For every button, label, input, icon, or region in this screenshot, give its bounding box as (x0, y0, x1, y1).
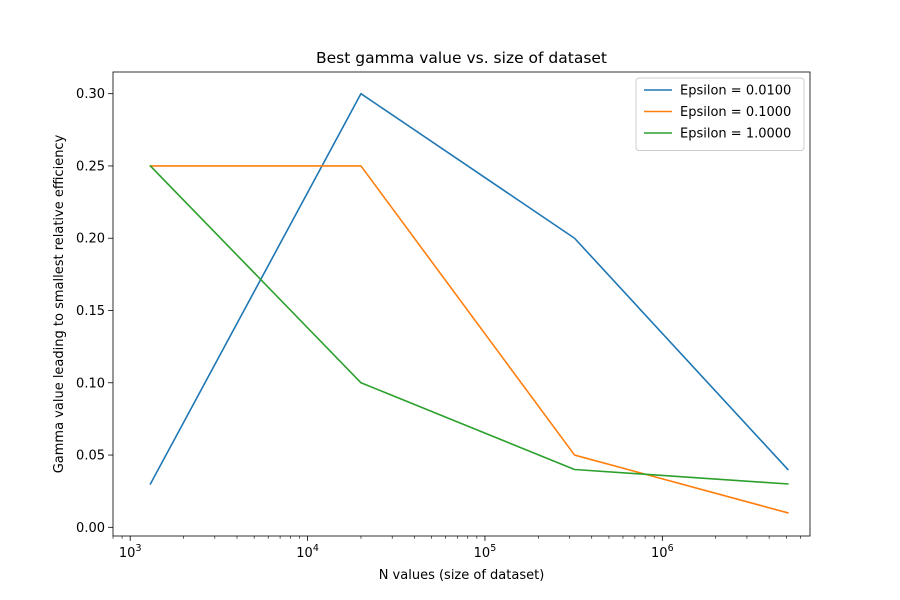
x-tick-label: 103 (119, 543, 142, 561)
legend-entry-3: Epsilon = 1.0000 (680, 127, 791, 142)
chart-title: Best gamma value vs. size of dataset (316, 49, 607, 67)
y-tick-label: 0.30 (76, 87, 105, 102)
legend: Epsilon = 0.0100 Epsilon = 0.1000 Epsilon … (635, 77, 805, 151)
legend-entry-1: Epsilon = 0.0100 (680, 84, 791, 99)
series-line-3 (149, 164, 789, 485)
y-axis: 0.00 0.05 0.10 0.15 0.20 0.25 0.30 (76, 87, 113, 536)
y-axis-label: Gamma value leading to smallest relative… (52, 134, 67, 473)
y-tick-label: 0.15 (76, 304, 105, 319)
x-axis: 103 104 105 106 (112, 536, 801, 561)
axes-frame (112, 71, 811, 537)
series-line-2 (149, 165, 789, 514)
x-tick-label: 104 (296, 543, 319, 561)
y-tick-label: 0.10 (76, 376, 105, 391)
legend-entry-2: Epsilon = 0.1000 (680, 105, 791, 120)
legend-box (635, 77, 805, 151)
x-tick-label: 106 (651, 543, 674, 561)
y-tick-label: 0.25 (76, 159, 105, 174)
series-layer (149, 92, 789, 514)
y-tick-label: 0.20 (76, 232, 105, 247)
x-axis-label: N values (size of dataset) (379, 568, 545, 583)
axes-spines (112, 71, 811, 537)
series-line-1 (149, 92, 789, 486)
x-tick-label: 105 (474, 543, 497, 561)
y-tick-label: 0.00 (76, 521, 105, 536)
y-tick-label: 0.05 (76, 449, 105, 464)
